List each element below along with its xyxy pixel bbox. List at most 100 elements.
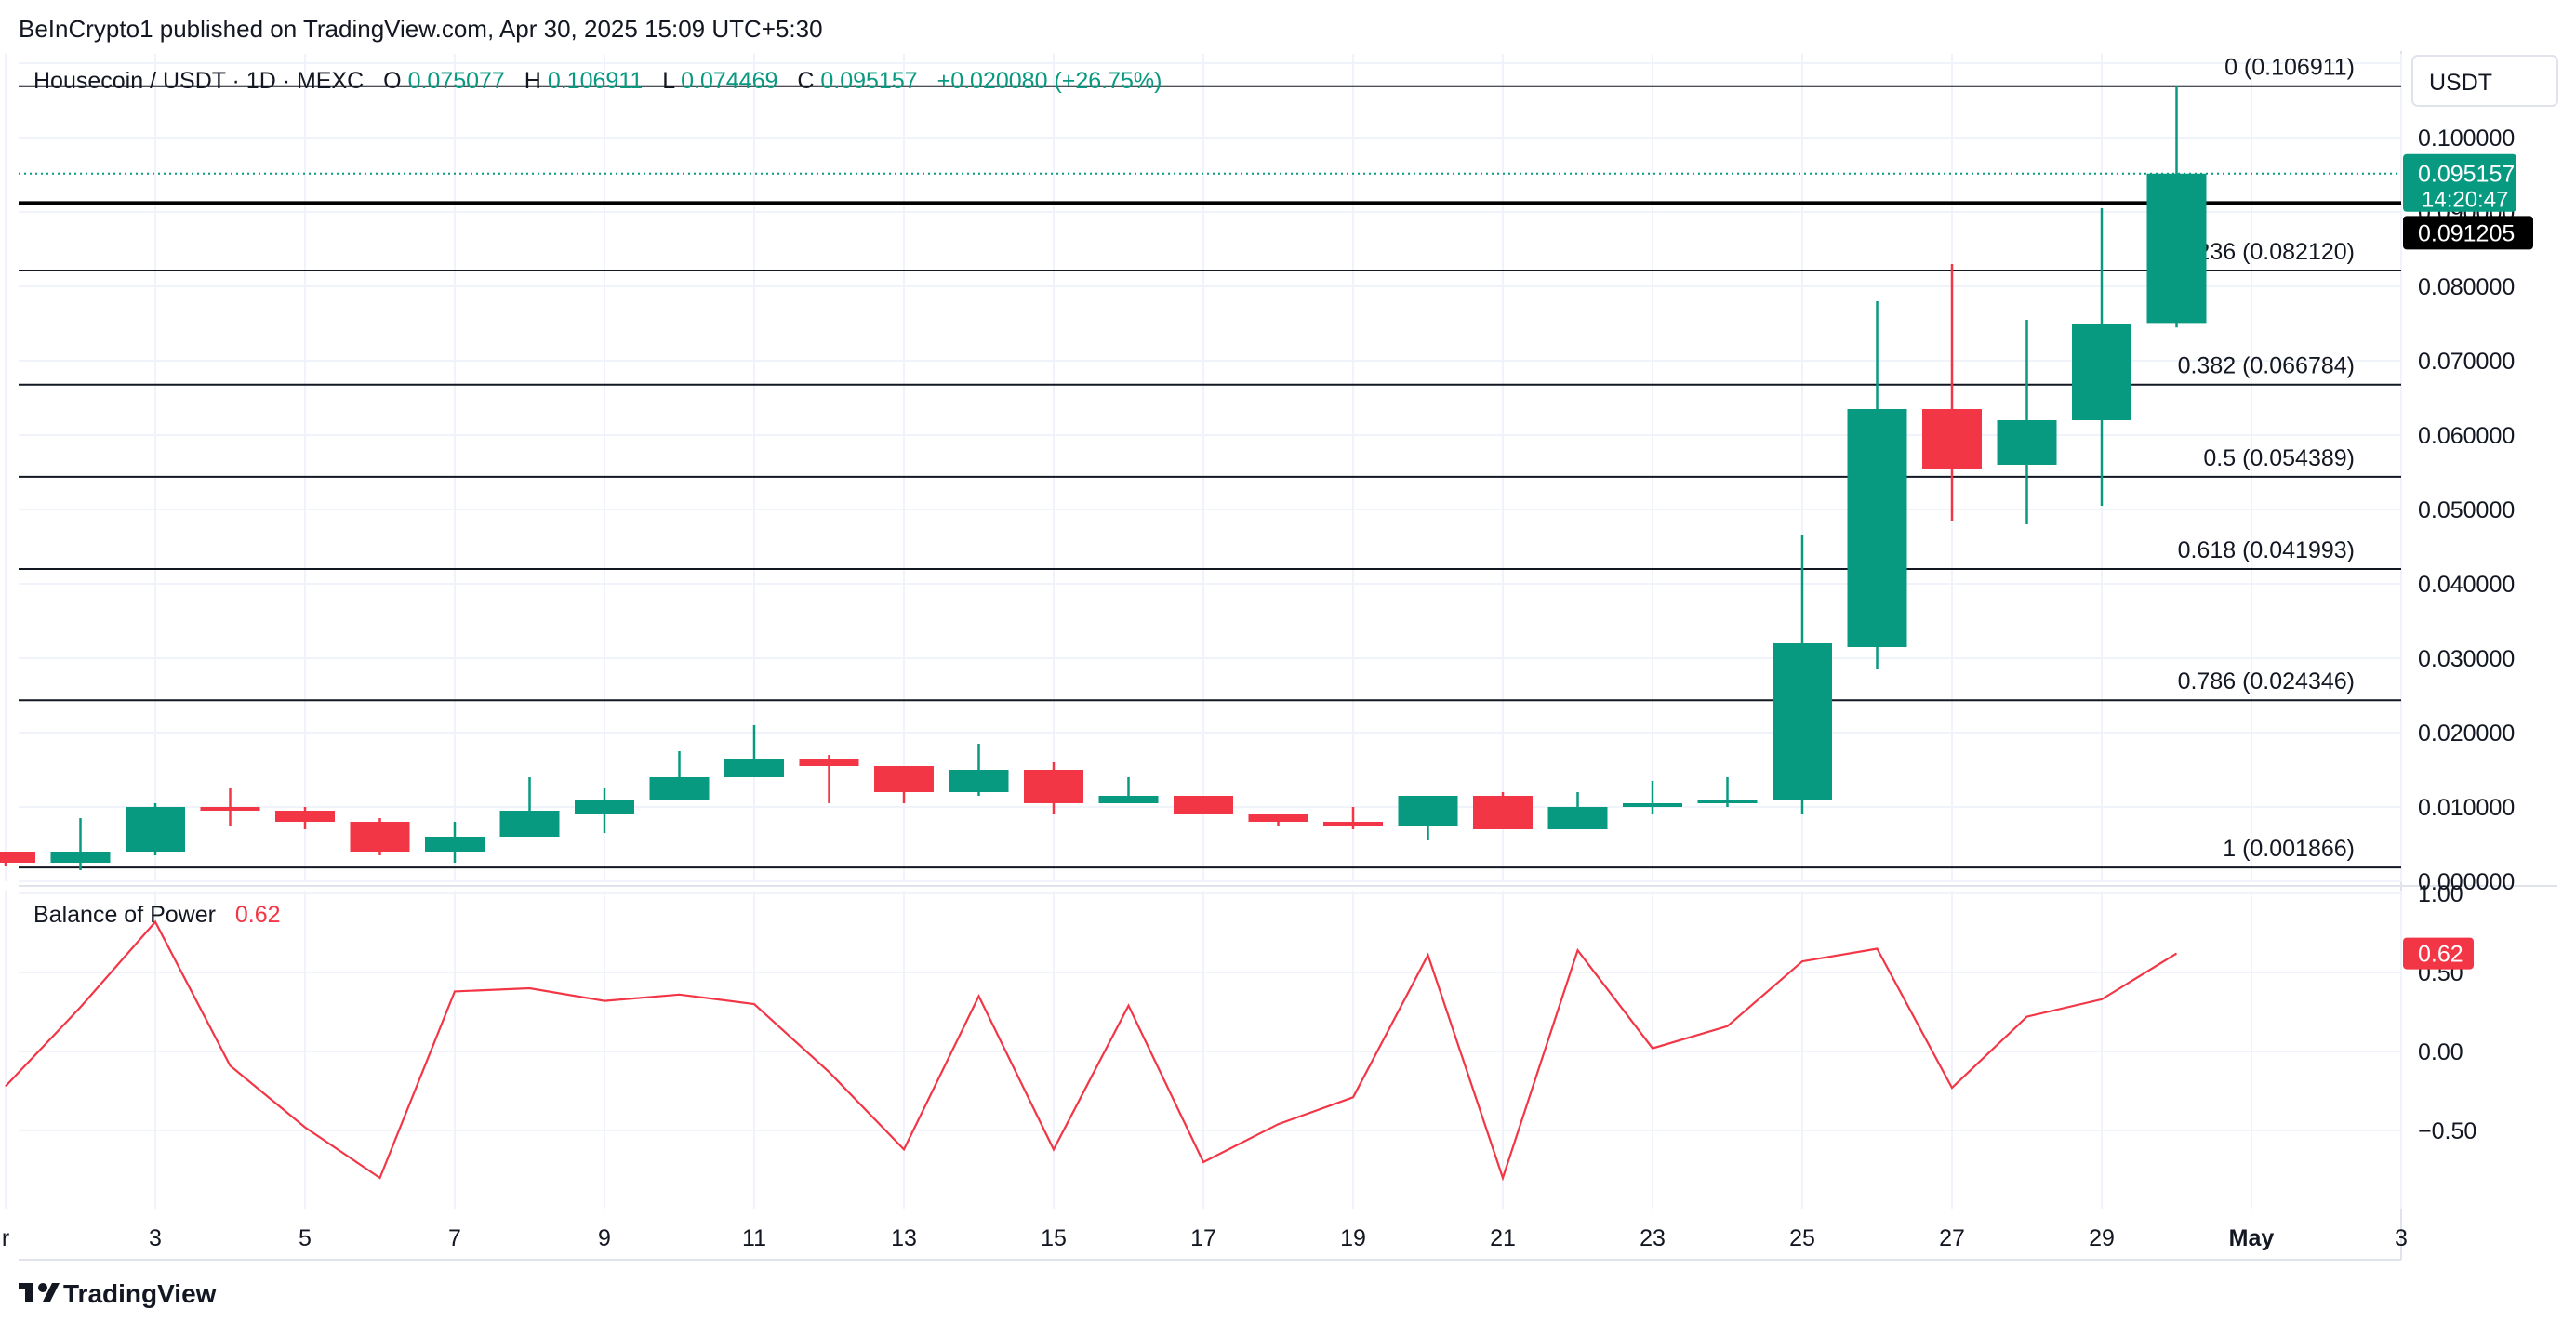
tradingview-logo[interactable]: TradingView — [19, 1279, 217, 1308]
time-axis[interactable]: r 3 5 7 9 11 13 15 17 19 21 23 25 27 29 May 3 — [2, 1225, 2408, 1251]
candle[interactable] — [2072, 208, 2131, 506]
time-tick-label: 21 — [1490, 1225, 1516, 1251]
candle[interactable] — [200, 788, 260, 826]
bop-tick-label: 1.00 — [2418, 881, 2463, 907]
candle-body — [1697, 800, 1758, 803]
symbol-title[interactable]: Housecoin / USDT · 1D · MEXC — [33, 68, 364, 94]
bop-tick-label: 0.00 — [2418, 1039, 2463, 1065]
price-axis[interactable]: 0.000000 0.010000 0.020000 0.030000 0.040000… — [2403, 51, 2533, 1144]
candle-body — [50, 852, 111, 863]
bop-title[interactable]: Balance of Power — [33, 902, 216, 928]
publisher-text: BeInCrypto1 published on TradingView.com… — [19, 15, 823, 43]
candle[interactable] — [1623, 781, 1682, 814]
time-tick-label: 17 — [1190, 1225, 1216, 1251]
fib-label-0.236: 0.236 (0.082120) — [2178, 239, 2355, 265]
bop-value-badge-bg — [2403, 937, 2474, 970]
candle[interactable] — [1398, 796, 1458, 840]
time-tick-label: 5 — [299, 1225, 312, 1251]
horizontal-line-badge-bg — [2403, 216, 2533, 250]
candle[interactable] — [1922, 264, 1982, 521]
candle-body — [1024, 770, 1083, 803]
fib-label-0.618: 0.618 (0.041993) — [2178, 537, 2355, 563]
candle-body — [1847, 409, 1907, 647]
tradingview-logo-icon — [19, 1283, 60, 1302]
candle[interactable] — [949, 744, 1009, 796]
high-value: 0.106911 — [548, 68, 643, 94]
candle[interactable] — [799, 755, 859, 803]
horizontal-line-badge[interactable]: 0.091205 — [2403, 216, 2533, 250]
candle-body — [425, 837, 485, 852]
time-tick-label: 15 — [1041, 1225, 1067, 1251]
candle[interactable] — [1174, 796, 1233, 814]
candle-body — [1623, 803, 1682, 807]
close-label: C — [797, 68, 814, 94]
candle[interactable] — [1697, 777, 1758, 807]
candle[interactable] — [649, 751, 710, 800]
candle[interactable] — [425, 822, 485, 863]
price-tick-label: 0.100000 — [2418, 126, 2515, 152]
candle[interactable] — [1847, 301, 1907, 669]
candle-body — [575, 800, 634, 814]
fib-label-0.5: 0.5 (0.054389) — [2203, 445, 2355, 471]
candle-body — [1248, 814, 1308, 822]
time-tick-label: 25 — [1789, 1225, 1815, 1251]
fib-label-1: 1 (0.001866) — [2223, 836, 2355, 862]
candle-body — [275, 811, 335, 822]
candle[interactable] — [350, 818, 410, 855]
time-tick-label: 27 — [1939, 1225, 1965, 1251]
candle-body — [949, 770, 1009, 792]
candle[interactable] — [126, 803, 185, 855]
candle-body — [799, 759, 859, 766]
bop-legend: Balance of Power 0.62 — [33, 902, 281, 928]
ohlc-legend: Housecoin / USDT · 1D · MEXC O 0.075077 … — [33, 68, 1162, 94]
candle[interactable] — [724, 725, 784, 777]
candle-body — [499, 811, 560, 837]
fib-label-0.382: 0.382 (0.066784) — [2178, 353, 2355, 379]
candle[interactable] — [1997, 320, 2057, 524]
candle[interactable] — [50, 818, 111, 870]
fib-label-0.786: 0.786 (0.024346) — [2178, 668, 2355, 694]
candle[interactable] — [275, 807, 335, 829]
candles[interactable] — [0, 86, 2207, 870]
candle-body — [1922, 409, 1982, 469]
balance-of-power-pane[interactable] — [5, 919, 2178, 1182]
candle-body — [350, 822, 410, 852]
candle[interactable] — [1248, 814, 1308, 826]
candle[interactable] — [0, 852, 35, 866]
time-tick-label: 13 — [891, 1225, 917, 1251]
candle-body — [1773, 643, 1832, 800]
last-price-value: 0.095157 — [2418, 162, 2515, 188]
change-value: +0.020080 (+26.75%) — [937, 68, 1162, 94]
high-label: H — [524, 68, 541, 94]
open-value: 0.075077 — [408, 68, 505, 94]
time-tick-label: 3 — [149, 1225, 162, 1251]
candle[interactable] — [1323, 807, 1383, 829]
candle[interactable] — [499, 777, 560, 837]
candle-body — [649, 777, 710, 800]
bop-line[interactable] — [5, 919, 2178, 1182]
price-tick-label: 0.080000 — [2418, 274, 2515, 300]
candle[interactable] — [1098, 777, 1159, 803]
candle[interactable] — [874, 766, 934, 803]
candle-body — [1997, 420, 2057, 465]
candle[interactable] — [1773, 535, 1832, 814]
price-tick-label: 0.010000 — [2418, 795, 2515, 821]
candle[interactable] — [1547, 792, 1608, 829]
time-tick-label: r — [2, 1225, 9, 1251]
low-label: L — [662, 68, 675, 94]
time-tick-label: 7 — [448, 1225, 461, 1251]
candle[interactable] — [2146, 86, 2207, 328]
fib-levels: 0 (0.106911) 0.236 (0.082120) 0.382 (0.066… — [19, 55, 2401, 869]
time-tick-label: May — [2229, 1225, 2275, 1251]
candle[interactable] — [575, 788, 634, 833]
candle[interactable] — [1024, 762, 1083, 814]
close-value: 0.095157 — [820, 68, 917, 94]
currency-button[interactable]: USDT — [2411, 55, 2558, 107]
time-tick-label: 29 — [2089, 1225, 2115, 1251]
candle[interactable] — [1473, 792, 1533, 829]
low-value: 0.074469 — [681, 68, 777, 94]
last-price-badge-bg — [2403, 153, 2516, 212]
